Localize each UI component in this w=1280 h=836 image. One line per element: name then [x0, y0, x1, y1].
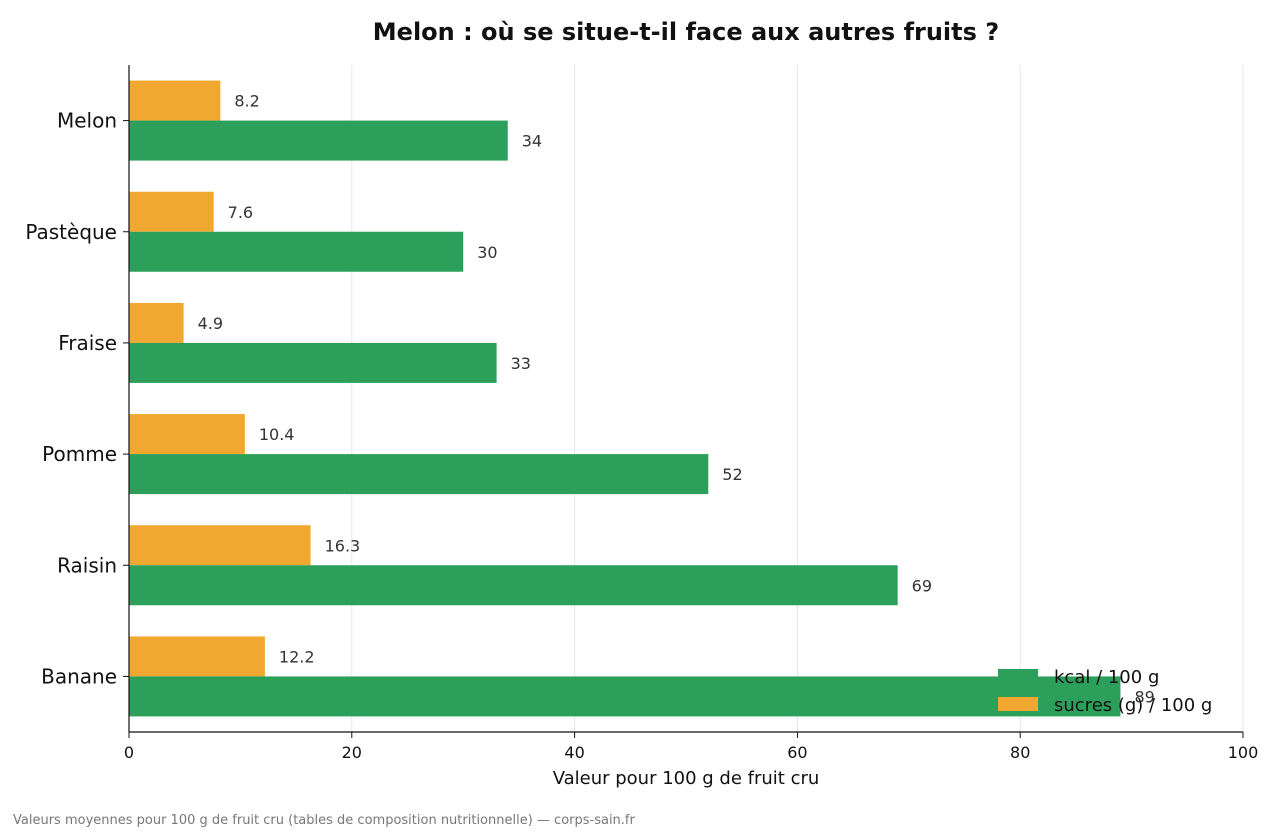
data-label-sucres: 16.3	[325, 536, 361, 555]
bar-kcal	[129, 342, 497, 383]
x-tick-label: 0	[124, 743, 134, 762]
x-axis-label: Valeur pour 100 g de fruit cru	[553, 768, 820, 789]
bar-kcal	[129, 120, 508, 161]
bar-sucres	[129, 80, 221, 121]
data-label-kcal: 34	[522, 132, 542, 151]
data-label-sucres: 12.2	[279, 647, 315, 666]
x-tick-label: 100	[1228, 743, 1259, 762]
legend: kcal / 100 g sucres (g) / 100 g	[998, 667, 1212, 716]
bar-sucres	[129, 191, 214, 232]
x-tick-label: 40	[564, 743, 584, 762]
data-label-kcal: 33	[511, 354, 531, 373]
legend-label-kcal: kcal / 100 g	[1054, 667, 1159, 688]
data-label-kcal: 30	[477, 243, 497, 262]
x-tick-label: 80	[1010, 743, 1030, 762]
bar-kcal	[129, 565, 898, 606]
data-label-sucres: 8.2	[234, 92, 259, 111]
data-label-kcal: 89	[1134, 687, 1154, 706]
legend-label-sucres: sucres (g) / 100 g	[1054, 695, 1212, 716]
bar-kcal	[129, 231, 464, 272]
bar-sucres	[129, 302, 184, 343]
data-label-kcal: 69	[912, 576, 932, 595]
data-labels: 8.2 34 7.6 30 4.9 33 10.4 52 16.3 69 12.2 89	[198, 92, 1155, 707]
x-tick-label: 60	[787, 743, 807, 762]
footnote: Valeurs moyennes pour 100 g de fruit cru…	[13, 813, 636, 828]
axes: Melon Pastèque Fraise Pomme Raisin Banane 0 20 4…	[25, 65, 1258, 762]
data-label-sucres: 10.4	[259, 425, 295, 444]
legend-swatch-kcal	[998, 669, 1038, 683]
y-tick-label: Pomme	[42, 442, 117, 466]
x-tick-label: 20	[342, 743, 362, 762]
bar-kcal	[129, 676, 1121, 717]
bar-sucres	[129, 414, 245, 455]
bars	[129, 80, 1121, 717]
y-tick-label: Melon	[57, 109, 117, 133]
bar-sucres	[129, 636, 265, 677]
y-tick-label: Banane	[41, 664, 117, 688]
bar-kcal	[129, 454, 709, 495]
y-tick-label: Raisin	[57, 553, 117, 577]
grid-lines	[351, 65, 1244, 732]
data-label-sucres: 4.9	[198, 314, 223, 333]
chart-title: Melon : où se situe-t-il face aux autres…	[373, 18, 999, 46]
bar-sucres	[129, 525, 311, 566]
y-tick-label: Pastèque	[25, 220, 117, 244]
data-label-sucres: 7.6	[228, 203, 253, 222]
y-tick-label: Fraise	[58, 331, 117, 355]
data-label-kcal: 52	[722, 465, 742, 484]
legend-swatch-sucres	[998, 697, 1038, 711]
